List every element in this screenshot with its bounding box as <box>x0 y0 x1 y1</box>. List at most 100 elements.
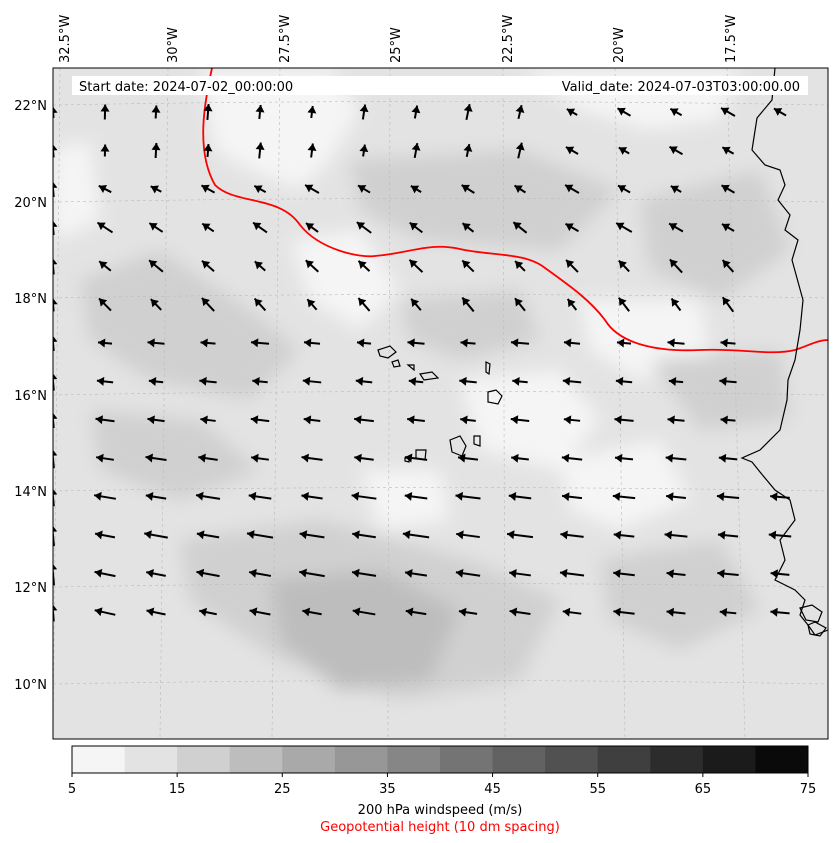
wind-arrow-head <box>201 184 210 193</box>
wind-arrow-head <box>196 530 205 540</box>
lon-label: 17.5°W <box>724 15 739 63</box>
wind-arrow-head <box>202 223 211 232</box>
wind-arrow-head <box>721 184 730 193</box>
wind-arrow-head <box>53 106 58 114</box>
wind-arrow-head <box>352 530 360 540</box>
wind-arrow-head <box>305 260 314 269</box>
wind-arrow-head <box>246 530 255 539</box>
wind-arrow-head <box>515 261 524 270</box>
wind-arrow-head <box>94 568 103 578</box>
wind-arrow-head <box>149 260 158 269</box>
wind-arrow-head <box>666 492 674 502</box>
wind-arrow-head <box>303 415 312 425</box>
wind-arrow-head <box>462 223 471 232</box>
longitude-labels: 32.5°W 30°W 27.5°W 25°W 22.5°W 20°W 17.5… <box>58 15 739 63</box>
map-panel <box>53 68 828 739</box>
wind-arrow-head <box>407 338 415 348</box>
colorbar-cell <box>124 746 178 773</box>
colorbar: 5 15 25 35 45 55 65 75 200 hPa windspeed (m/s) … <box>68 745 816 835</box>
wind-arrow-head <box>94 607 103 617</box>
wind-arrow-head <box>203 144 213 152</box>
wind-arrow-head <box>299 530 308 540</box>
wind-arrow-head <box>562 492 570 502</box>
wind-arrow-head <box>666 607 675 617</box>
lat-label: 14°N <box>14 485 47 500</box>
wind-arrow-head <box>147 415 155 425</box>
wind-arrow-head <box>307 299 316 308</box>
colorbar-sublabel: Geopotential height (10 dm spacing) <box>320 820 560 835</box>
wind-arrow-head <box>254 261 263 270</box>
colorbar-ticks: 5 15 25 35 45 55 65 75 <box>68 773 816 797</box>
wind-arrow-head <box>203 104 213 112</box>
wind-arrow-head <box>670 185 680 194</box>
wind-arrow-head <box>352 607 361 617</box>
wind-arrow-head <box>613 607 621 617</box>
wind-arrow-head <box>717 569 725 579</box>
wind-arrow-head <box>409 222 418 231</box>
wind-arrow-head <box>721 107 730 116</box>
wind-arrow-head <box>145 453 154 463</box>
wind-arrow-head <box>99 261 108 270</box>
wind-arrow-head <box>150 185 159 194</box>
wind-arrow-head <box>253 222 262 231</box>
wind-arrow-head <box>301 453 309 463</box>
wind-arrow-head <box>460 415 468 425</box>
wind-arrow-head <box>305 184 314 193</box>
wind-arrow-head <box>773 108 783 116</box>
wind-arrow-head <box>410 185 420 194</box>
wind-arrow-head <box>145 492 154 501</box>
wind-arrow-head <box>356 222 366 230</box>
wind-arrow-head <box>671 298 680 307</box>
wind-arrow-head <box>249 607 258 617</box>
wind-arrow-head <box>616 222 625 231</box>
wind-arrow-head <box>354 415 362 425</box>
wind-arrow-head <box>515 105 525 114</box>
wind-arrow-head <box>510 415 519 425</box>
wind-arrow-head <box>720 415 728 425</box>
wind-arrow-head <box>618 147 628 155</box>
wind-arrows <box>53 103 792 622</box>
wind-arrow-head <box>53 181 58 188</box>
wind-arrow-head <box>455 491 464 501</box>
wind-arrow-head <box>670 108 679 117</box>
wind-arrow-head <box>94 491 102 501</box>
wind-arrow-head <box>618 297 627 307</box>
wind-arrow-head <box>458 453 466 463</box>
wind-arrow-head <box>722 146 731 155</box>
wind-arrow-head <box>768 530 777 540</box>
wind-arrow-head <box>254 185 263 194</box>
wind-arrow-head <box>508 492 517 501</box>
wind-arrow-head <box>252 376 260 386</box>
colorbar-tick-label: 75 <box>800 782 817 797</box>
wind-arrow-head <box>511 453 519 463</box>
wind-arrow-head <box>100 104 110 112</box>
wind-arrow-head <box>255 105 265 113</box>
wind-arrow-head <box>719 607 728 617</box>
wind-arrow-head <box>456 530 464 540</box>
wind-arrow-head <box>53 604 58 611</box>
wind-arrow-head <box>411 298 420 308</box>
wind-arrow-head <box>612 492 621 502</box>
wind-arrow-head <box>718 453 727 463</box>
wind-arrow-head <box>97 222 106 231</box>
wind-arrow-shaft <box>53 448 55 469</box>
wind-arrow-head <box>562 607 571 617</box>
wind-arrow-head <box>411 105 421 114</box>
wind-arrow-head <box>303 338 312 348</box>
wind-arrow-head <box>616 338 625 348</box>
wind-arrow-head <box>770 492 778 502</box>
wind-arrow-head <box>721 223 731 232</box>
colorbar-cell <box>702 746 756 773</box>
wind-arrow-head <box>305 223 315 231</box>
wind-arrow-head <box>615 453 623 463</box>
colorbar-cell <box>440 746 494 773</box>
wind-arrow-head <box>561 453 570 463</box>
colorbar-cell <box>229 746 283 773</box>
wind-arrow-head <box>667 415 675 425</box>
wind-arrow-head <box>99 298 108 307</box>
wind-arrow-head <box>613 569 621 579</box>
wind-arrow-head <box>666 569 674 579</box>
wind-arrow-head <box>248 491 257 501</box>
lon-label: 22.5°W <box>501 15 516 63</box>
wind-arrow-head <box>562 376 571 386</box>
